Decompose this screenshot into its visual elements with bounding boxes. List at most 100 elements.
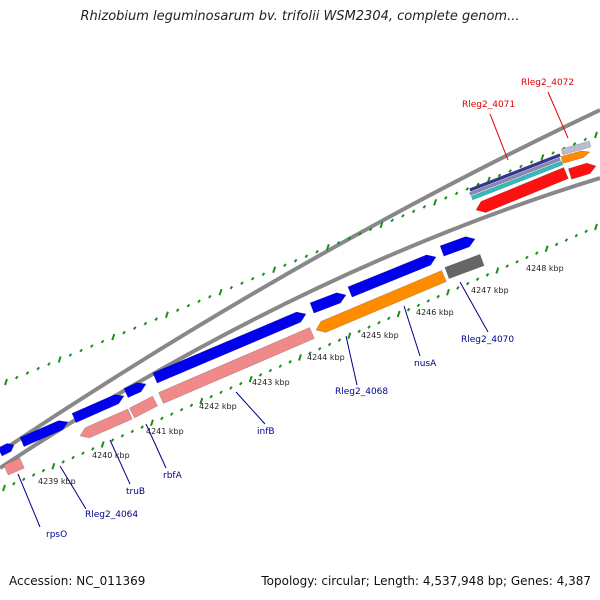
tick-mark xyxy=(110,438,115,442)
tick-mark xyxy=(250,276,255,281)
tick-mark xyxy=(572,142,577,146)
tick-mark xyxy=(154,317,158,321)
tick-mark xyxy=(544,245,549,253)
gene-arrow-Rleg2_4070[interactable] xyxy=(444,253,485,280)
kbp-label: 4247 kbp xyxy=(471,286,509,295)
tick-mark xyxy=(444,196,448,200)
gene-arrow-Rleg2_4068[interactable] xyxy=(315,270,447,333)
tick-mark xyxy=(14,375,19,380)
leader-Rleg2_4071 xyxy=(489,113,509,161)
tick-mark xyxy=(47,362,51,366)
tick-mark xyxy=(387,316,391,321)
leader-Rleg2_4072 xyxy=(547,91,569,139)
gene-label-rpsO[interactable]: rpsO xyxy=(46,530,67,540)
gene-arrow-rbfA[interactable] xyxy=(123,382,147,398)
tick-mark xyxy=(90,344,94,348)
tick-mark xyxy=(540,154,545,161)
tick-mark xyxy=(132,326,137,330)
tick-mark xyxy=(218,288,223,296)
tick-mark xyxy=(12,481,16,486)
coordinate-ticks xyxy=(2,131,598,492)
tick-mark xyxy=(584,229,588,234)
tick-mark xyxy=(564,238,569,242)
gene-label-Rleg2_4072[interactable]: Rleg2_4072 xyxy=(521,78,574,88)
tick-mark xyxy=(317,346,322,351)
tick-mark xyxy=(293,258,298,263)
tick-mark xyxy=(209,394,213,399)
tick-mark xyxy=(401,213,405,218)
tick-mark xyxy=(272,266,277,274)
kbp-label: 4248 kbp xyxy=(526,264,564,273)
gene-arrow-red-2[interactable] xyxy=(568,162,597,180)
gene-label-Rleg2_4070[interactable]: Rleg2_4070 xyxy=(461,335,514,345)
tick-mark xyxy=(325,243,330,251)
tick-mark xyxy=(81,451,85,456)
gene-label-Rleg2_4064[interactable]: Rleg2_4064 xyxy=(85,510,138,520)
kbp-label: 4246 kbp xyxy=(416,308,454,317)
tick-mark xyxy=(422,205,427,209)
tick-mark xyxy=(179,407,184,412)
gene-label-Rleg2_4068[interactable]: Rleg2_4068 xyxy=(335,387,388,397)
tick-mark xyxy=(175,308,180,312)
gene-arrow-Rleg2_4064[interactable] xyxy=(19,420,69,447)
genome-backbone-upper xyxy=(0,108,600,454)
tick-mark xyxy=(2,484,6,492)
tick-mark xyxy=(497,173,502,178)
tick-mark xyxy=(186,303,191,308)
gene-arrow-infB-rev[interactable] xyxy=(158,327,315,404)
tick-mark xyxy=(396,310,401,318)
tick-mark xyxy=(433,199,438,206)
gene-arrow-Rleg2_4071[interactable] xyxy=(475,167,569,213)
gene-arrow-rbfA-rev[interactable] xyxy=(129,395,158,419)
gene-track-4072-a[interactable] xyxy=(560,140,592,156)
tick-mark xyxy=(143,321,148,326)
gene-label-Rleg2_4071[interactable]: Rleg2_4071 xyxy=(462,100,515,110)
gene-arrow-truB-rev[interactable] xyxy=(79,408,133,439)
tick-mark xyxy=(61,460,65,464)
gene-track-4071-c[interactable] xyxy=(470,160,564,201)
gene-features xyxy=(0,140,597,476)
tick-mark xyxy=(298,354,302,361)
gene-arrow-truB[interactable] xyxy=(71,394,125,423)
tick-mark xyxy=(465,187,470,191)
leader-Rleg2_4064 xyxy=(59,465,87,510)
tick-mark xyxy=(446,288,450,296)
tick-mark xyxy=(304,254,309,259)
gene-label-truB[interactable]: truB xyxy=(126,487,145,497)
tick-mark xyxy=(505,264,509,268)
gene-track-4071-b[interactable] xyxy=(469,157,561,196)
tick-mark xyxy=(475,277,480,282)
gene-label-nusA[interactable]: nusA xyxy=(414,359,437,369)
tick-mark xyxy=(36,366,40,371)
tick-mark xyxy=(51,462,56,470)
tick-mark xyxy=(229,285,234,290)
tick-mark xyxy=(583,137,588,142)
tick-mark xyxy=(495,267,500,274)
leader-truB xyxy=(109,439,131,485)
genome-backbone-lower xyxy=(0,176,600,470)
gene-arrow-Rleg2_4068-fwd[interactable] xyxy=(309,292,347,314)
gene-arrow-Rleg2_4072[interactable] xyxy=(560,150,591,164)
tick-mark xyxy=(456,286,460,290)
gene-arrow-rpsO-rev[interactable] xyxy=(3,457,25,476)
tick-mark xyxy=(31,473,36,477)
gene-arrow-Rleg2_4070-fwd[interactable] xyxy=(439,236,476,257)
tick-mark xyxy=(219,390,223,395)
gene-label-infB[interactable]: infB xyxy=(257,427,275,437)
accession-text: Accession: NC_011369 xyxy=(9,574,146,588)
gene-track-4071-a[interactable] xyxy=(469,153,561,192)
tick-mark xyxy=(197,299,201,304)
tick-mark xyxy=(347,332,352,340)
gene-label-rbfA[interactable]: rbfA xyxy=(163,471,183,481)
tick-mark xyxy=(336,240,341,245)
tick-mark xyxy=(347,236,352,241)
tick-mark xyxy=(358,231,362,236)
gene-arrow-nusA-fwd[interactable] xyxy=(347,254,437,298)
tick-mark xyxy=(261,272,266,277)
tick-mark xyxy=(199,397,204,405)
gene-arrow-rpsO[interactable] xyxy=(0,443,15,457)
tick-mark xyxy=(169,412,174,416)
tick-mark xyxy=(164,311,169,318)
gene-arrow-infB[interactable] xyxy=(152,311,307,384)
